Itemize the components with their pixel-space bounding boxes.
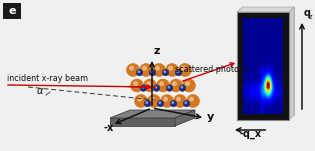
Circle shape	[134, 82, 137, 85]
Circle shape	[179, 85, 186, 91]
Circle shape	[175, 69, 182, 76]
Circle shape	[170, 100, 177, 107]
Text: -x: -x	[104, 123, 114, 133]
Circle shape	[146, 102, 148, 104]
Circle shape	[186, 95, 199, 108]
Bar	[283, 12, 289, 120]
Circle shape	[130, 79, 144, 92]
Circle shape	[160, 82, 163, 85]
Circle shape	[143, 66, 146, 70]
Text: z: z	[154, 46, 160, 56]
Circle shape	[157, 100, 164, 107]
Circle shape	[173, 82, 176, 85]
Circle shape	[153, 85, 160, 91]
Circle shape	[169, 66, 172, 70]
Text: y: y	[207, 112, 214, 122]
Circle shape	[183, 100, 190, 107]
Bar	[237, 12, 243, 120]
Text: α: α	[37, 86, 43, 96]
Text: -q_x: -q_x	[240, 129, 262, 139]
Text: z: z	[309, 14, 312, 20]
Polygon shape	[289, 7, 294, 120]
Circle shape	[161, 95, 174, 108]
Bar	[237, 12, 289, 120]
Text: scattered photons: scattered photons	[175, 65, 248, 74]
Circle shape	[140, 85, 147, 91]
Circle shape	[157, 79, 169, 92]
Text: e: e	[8, 6, 16, 16]
Circle shape	[186, 82, 189, 85]
Circle shape	[190, 97, 193, 101]
Circle shape	[168, 86, 170, 88]
Circle shape	[149, 69, 156, 76]
Circle shape	[172, 102, 174, 104]
Bar	[237, 114, 289, 120]
Polygon shape	[242, 7, 294, 115]
Circle shape	[155, 86, 157, 88]
Circle shape	[174, 95, 186, 108]
Circle shape	[164, 71, 166, 73]
Bar	[237, 12, 289, 120]
Circle shape	[138, 97, 141, 101]
Circle shape	[144, 100, 151, 107]
Circle shape	[169, 79, 182, 92]
Bar	[237, 12, 289, 18]
Circle shape	[138, 71, 140, 73]
Circle shape	[147, 82, 150, 85]
Polygon shape	[175, 110, 195, 126]
Circle shape	[144, 79, 157, 92]
Circle shape	[140, 64, 152, 77]
Circle shape	[135, 95, 147, 108]
Circle shape	[147, 95, 161, 108]
Circle shape	[162, 69, 169, 76]
Circle shape	[151, 71, 153, 73]
Circle shape	[152, 64, 165, 77]
Text: q: q	[304, 8, 311, 18]
Circle shape	[177, 71, 179, 73]
Polygon shape	[237, 7, 294, 12]
Circle shape	[182, 79, 196, 92]
Circle shape	[151, 97, 154, 101]
FancyBboxPatch shape	[3, 3, 21, 19]
Polygon shape	[110, 118, 175, 126]
Text: incident x-ray beam: incident x-ray beam	[7, 74, 88, 83]
Circle shape	[159, 102, 161, 104]
Circle shape	[165, 64, 179, 77]
Circle shape	[182, 66, 186, 70]
Circle shape	[164, 97, 167, 101]
Circle shape	[185, 102, 187, 104]
Circle shape	[177, 97, 180, 101]
Circle shape	[179, 64, 192, 77]
Circle shape	[156, 66, 159, 70]
Polygon shape	[110, 110, 195, 118]
Circle shape	[127, 64, 140, 77]
Circle shape	[166, 85, 173, 91]
Circle shape	[142, 86, 144, 88]
Circle shape	[136, 69, 143, 76]
Circle shape	[130, 66, 133, 70]
Circle shape	[181, 86, 183, 88]
